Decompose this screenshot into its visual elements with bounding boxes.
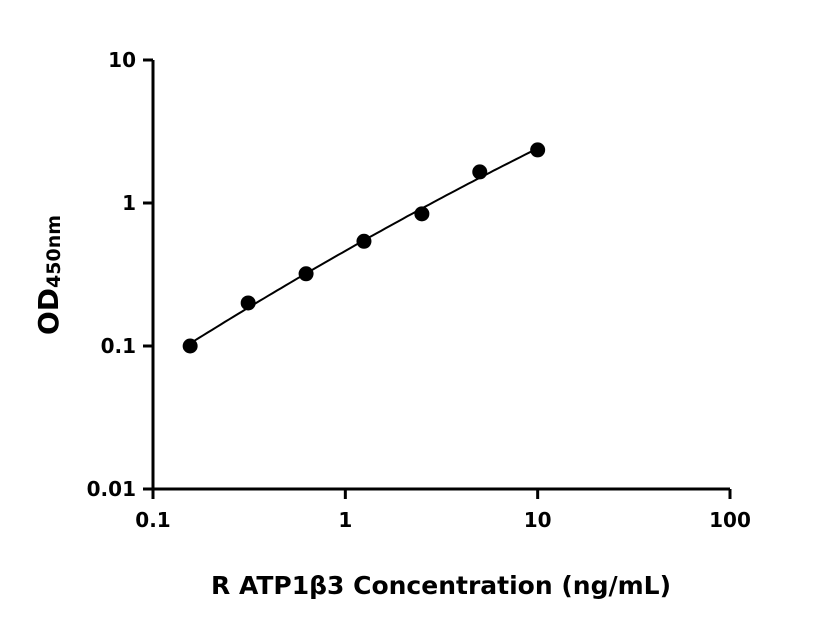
tick-labels: 0.1 1 10 100 0.01 0.1 1 10 <box>87 48 751 532</box>
x-tick-label: 1 <box>338 508 352 532</box>
data-point <box>530 142 546 158</box>
data-point <box>240 295 256 311</box>
x-tick-label: 10 <box>524 508 552 532</box>
y-axis-label-main: OD <box>32 288 65 335</box>
y-axis-label: OD450nm <box>32 215 65 335</box>
y-tick-label: 1 <box>122 191 136 215</box>
y-tick-label: 0.1 <box>101 334 136 358</box>
y-tick-label: 10 <box>108 48 136 72</box>
x-axis-label: R ATP1β3 Concentration (ng/mL) <box>211 571 671 600</box>
axes <box>143 58 732 499</box>
y-axis-label-sub: 450nm <box>43 215 65 288</box>
x-tick-label: 0.1 <box>135 508 170 532</box>
x-tick-label: 100 <box>709 508 751 532</box>
data-point <box>298 266 314 282</box>
data-point <box>414 206 430 222</box>
data-point <box>472 164 488 180</box>
y-tick-label: 0.01 <box>87 477 136 501</box>
data-point <box>182 338 198 354</box>
data-points <box>182 142 546 354</box>
data-point <box>356 233 372 249</box>
